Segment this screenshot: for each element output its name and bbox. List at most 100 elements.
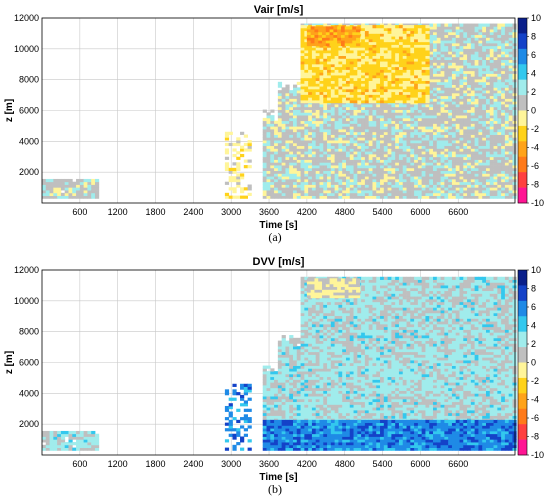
heatmap-cell <box>485 178 491 183</box>
heatmap-cell <box>383 117 389 122</box>
heatmap-cell <box>323 156 328 160</box>
heatmap-cell <box>334 94 339 98</box>
heatmap-cell <box>372 120 377 124</box>
heatmap-cell <box>319 165 324 169</box>
heatmap-cell <box>501 109 506 113</box>
heatmap-cell <box>395 181 400 185</box>
heatmap-cell <box>410 167 415 172</box>
heatmap-cell <box>342 50 347 54</box>
heatmap-cell <box>353 63 358 68</box>
heatmap-cell <box>504 62 510 66</box>
heatmap-cell <box>338 77 343 81</box>
heatmap-cell <box>508 31 513 36</box>
heatmap-cell <box>293 95 298 99</box>
heatmap-cell <box>406 80 411 84</box>
heatmap-cell <box>364 181 370 185</box>
heatmap-cell <box>421 106 426 110</box>
heatmap-cell <box>417 165 423 169</box>
heatmap-cell <box>304 55 309 59</box>
heatmap-cell <box>485 195 491 199</box>
heatmap-cell <box>281 137 286 141</box>
heatmap-cell <box>228 187 233 191</box>
heatmap-cell <box>512 137 517 141</box>
heatmap-cell <box>402 145 407 149</box>
heatmap-cell <box>345 195 351 199</box>
heatmap-cell <box>334 126 339 130</box>
heatmap-cell <box>508 92 513 97</box>
heatmap-cell <box>508 148 513 152</box>
heatmap-cell <box>493 95 498 99</box>
heatmap-cell <box>398 134 404 138</box>
heatmap-cell <box>247 165 252 169</box>
heatmap-cell <box>501 151 506 155</box>
heatmap-cell <box>345 162 351 166</box>
heatmap-cell <box>417 120 423 124</box>
heatmap-cell <box>285 90 290 94</box>
heatmap-cell <box>501 112 506 116</box>
heatmap-cell <box>319 63 324 68</box>
heatmap-cell <box>459 178 464 183</box>
heatmap-cell <box>228 142 233 147</box>
heatmap-cell <box>270 173 275 177</box>
heatmap-cell <box>323 104 328 108</box>
heatmap-cell <box>345 181 351 185</box>
heatmap-cell <box>444 92 449 97</box>
heatmap-cell <box>247 159 252 163</box>
heatmap-cell <box>361 167 366 172</box>
heatmap-cell <box>455 112 460 116</box>
heatmap-cell <box>353 167 358 172</box>
heatmap-cell <box>296 145 301 149</box>
heatmap-cell <box>455 48 460 52</box>
heatmap-cell <box>485 62 491 66</box>
heatmap-cell <box>345 97 351 101</box>
heatmap-cell <box>459 167 464 172</box>
heatmap-cell <box>474 65 479 69</box>
heatmap-cell <box>512 84 517 88</box>
heatmap-cell <box>357 58 362 62</box>
heatmap-cell <box>315 63 320 68</box>
heatmap-cell <box>330 134 336 138</box>
heatmap-cell <box>455 131 460 135</box>
heatmap-cell <box>406 151 411 155</box>
heatmap-cell <box>433 137 438 141</box>
heatmap-cell <box>372 148 377 152</box>
heatmap-cell <box>376 25 381 29</box>
heatmap-cell <box>429 142 434 147</box>
heatmap-cell <box>398 50 404 54</box>
heatmap-cell <box>338 94 343 98</box>
heatmap-cell <box>293 134 298 138</box>
heatmap-cell <box>421 167 426 172</box>
heatmap-cell <box>380 55 385 59</box>
heatmap-cell <box>508 104 513 108</box>
heatmap-cell <box>330 181 336 185</box>
heatmap-cell <box>391 66 396 70</box>
heatmap-cell <box>376 145 381 149</box>
heatmap-cell <box>304 187 309 191</box>
heatmap-cell <box>308 187 313 191</box>
heatmap-cell <box>361 178 366 183</box>
heatmap-cell <box>342 77 347 81</box>
heatmap-cell <box>429 184 434 188</box>
heatmap-cell <box>319 170 324 174</box>
heatmap-cell <box>406 187 411 191</box>
heatmap-cell <box>448 34 453 38</box>
heatmap-cell <box>281 190 286 194</box>
heatmap-cell <box>368 142 373 147</box>
heatmap-cell <box>311 106 317 110</box>
heatmap-cell <box>459 190 464 194</box>
heatmap-cell <box>470 29 476 33</box>
heatmap-cell <box>485 145 491 149</box>
heatmap-cell <box>308 181 313 185</box>
heatmap-cell <box>402 88 407 93</box>
heatmap-cell <box>353 112 358 116</box>
heatmap-cell <box>444 126 449 130</box>
heatmap-cell <box>474 148 479 152</box>
heatmap-cell <box>470 54 476 58</box>
heatmap-cell <box>402 187 407 191</box>
heatmap-cell <box>300 156 305 160</box>
heatmap-cell <box>508 145 513 149</box>
heatmap-cell <box>410 190 415 194</box>
heatmap-cell <box>440 51 445 55</box>
heatmap-cell <box>489 151 494 155</box>
heatmap-cell <box>455 70 460 74</box>
